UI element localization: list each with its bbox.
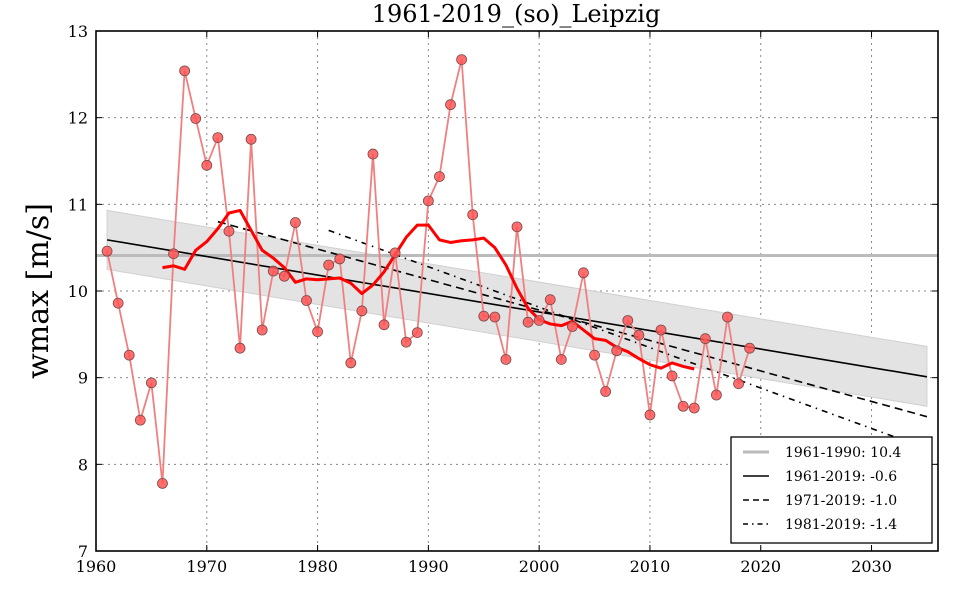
legend-label-reference: 1961-1990: 10.4 [785, 445, 901, 461]
data-point [677, 400, 689, 412]
legend-label-trend-1961: 1961-2019: -0.6 [785, 469, 897, 485]
data-point [500, 354, 512, 365]
data-point [378, 319, 390, 331]
y-tick-label: 11 [68, 195, 88, 214]
data-point [744, 342, 756, 354]
data-point [578, 267, 589, 279]
data-point [345, 357, 357, 369]
data-point [234, 342, 246, 354]
y-tick-label: 10 [68, 282, 88, 301]
data-point [489, 311, 501, 323]
legend: 1961-1990: 10.4 1961-2019: -0.6 1971-201… [730, 436, 933, 544]
data-point [101, 245, 113, 257]
data-point [201, 159, 213, 171]
data-point [312, 326, 323, 338]
data-point [290, 217, 301, 228]
x-tick-label: 1960 [76, 557, 117, 576]
data-point [633, 329, 645, 341]
data-point [134, 414, 146, 426]
data-point [256, 324, 268, 336]
data-point [223, 225, 235, 237]
trend-line-1971-2019 [217, 220, 928, 418]
x-tick-label: 1980 [297, 557, 338, 576]
data-point [267, 265, 279, 277]
y-tick-label: 9 [78, 369, 88, 388]
data-point [733, 378, 744, 390]
data-point [179, 65, 191, 77]
data-point [301, 295, 312, 306]
smoothed-line [162, 208, 695, 371]
data-point [400, 336, 412, 348]
x-tick-label: 1970 [186, 557, 227, 576]
data-point [168, 248, 179, 260]
axis-ticks: 1960 1970 1980 1990 2000 2010 2020 2030 7 8 9 10 11 1… [68, 22, 938, 576]
y-tick-label: 7 [78, 542, 88, 561]
data-point [511, 221, 523, 233]
data-point [566, 321, 578, 332]
data-point [422, 195, 434, 207]
data-point [123, 349, 135, 361]
x-tick-label: 2000 [519, 557, 560, 576]
data-point [522, 316, 534, 328]
trend-line-1981-2019 [328, 229, 928, 450]
data-point [356, 305, 368, 317]
data-point [334, 253, 346, 265]
legend-frame [730, 436, 933, 544]
data-point [478, 310, 490, 322]
x-tick-label: 1990 [408, 557, 449, 576]
data-point [688, 402, 700, 414]
chart-title: 1961-2019_(so)_Leipzig [372, 0, 661, 28]
data-point [722, 311, 733, 323]
data-point [555, 354, 567, 365]
data-point [655, 324, 667, 336]
data-point [589, 349, 600, 361]
data-point [212, 132, 224, 144]
data-point [389, 247, 401, 259]
data-point [323, 259, 335, 271]
data-point [445, 99, 456, 111]
y-tick-label: 8 [78, 455, 88, 474]
data-point [533, 315, 545, 326]
data-point [611, 345, 623, 357]
data-point [644, 409, 656, 421]
y-axis-label: wmax [m/s] [21, 203, 56, 379]
legend-label-trend-1971: 1971-2019: -1.0 [785, 493, 897, 509]
data-point [145, 377, 157, 389]
data-point [245, 133, 257, 145]
data-point [367, 148, 379, 160]
data-point [666, 370, 678, 382]
data-point [600, 386, 612, 397]
data-point [699, 333, 711, 345]
x-tick-label: 2010 [630, 557, 671, 576]
data-point [190, 113, 202, 124]
data-point [112, 297, 124, 309]
data-point [711, 389, 722, 401]
x-tick-label: 2020 [740, 557, 781, 576]
data-point [622, 315, 634, 326]
legend-label-trend-1981: 1981-2019: -1.4 [785, 517, 897, 533]
y-tick-label: 12 [68, 109, 88, 128]
data-point [411, 327, 423, 339]
x-tick-label: 2030 [851, 557, 892, 576]
data-point [434, 171, 445, 183]
data-point [456, 54, 468, 65]
data-point [157, 477, 168, 489]
data-point [278, 270, 290, 282]
plot-area [96, 54, 938, 489]
data-point [467, 209, 479, 221]
data-point [544, 294, 556, 306]
y-tick-label: 13 [68, 22, 88, 41]
